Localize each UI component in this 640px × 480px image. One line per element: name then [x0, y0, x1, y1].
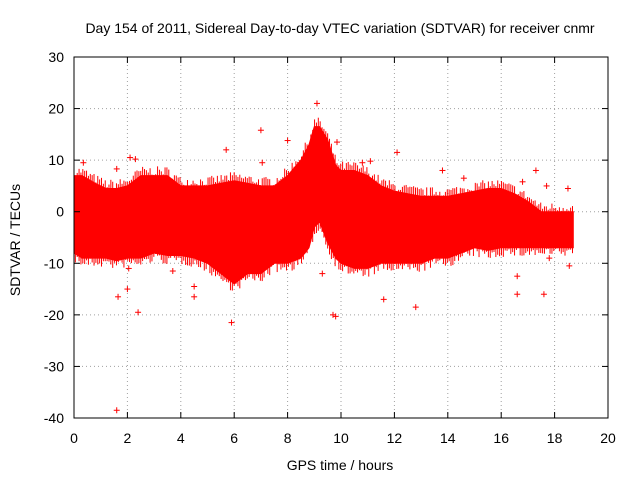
data-point — [257, 127, 264, 134]
x-tick-label: 12 — [387, 430, 403, 446]
y-axis-label: SDTVAR / TECUs — [7, 184, 23, 296]
data-point — [564, 185, 571, 192]
data-point — [332, 313, 339, 320]
data-point — [223, 146, 230, 153]
data-point — [394, 149, 401, 156]
data-point — [169, 268, 176, 275]
data-point — [380, 296, 387, 303]
data-point — [113, 165, 120, 172]
data-point — [460, 175, 467, 182]
data-point — [566, 262, 573, 269]
data-point — [532, 167, 539, 174]
y-tick-label: 30 — [48, 49, 64, 65]
data-point — [514, 291, 521, 298]
data-point — [124, 286, 131, 293]
x-tick-label: 20 — [600, 430, 616, 446]
data-point — [80, 159, 87, 166]
x-tick-label: 0 — [70, 430, 78, 446]
data-point — [113, 407, 120, 414]
x-tick-label: 18 — [547, 430, 563, 446]
data-point — [540, 291, 547, 298]
y-tick-label: -30 — [44, 358, 64, 374]
y-tick-labels: 30 20 10 0 -10 -20 -30 -40 — [44, 49, 64, 426]
y-tick-label: -40 — [44, 410, 64, 426]
data-point — [319, 270, 326, 277]
data-point — [313, 100, 320, 107]
data-point — [546, 255, 553, 262]
data-layer — [73, 100, 574, 414]
x-tick-label: 14 — [440, 430, 456, 446]
data-point — [284, 137, 291, 144]
y-tick-label: -20 — [44, 307, 64, 323]
x-tick-label: 8 — [284, 430, 292, 446]
data-point — [228, 319, 235, 326]
data-point — [514, 273, 521, 280]
data-point — [543, 182, 550, 189]
y-tick-label: 0 — [56, 204, 64, 220]
data-point — [367, 158, 374, 165]
x-axis-label: GPS time / hours — [287, 457, 394, 473]
data-point — [132, 156, 139, 163]
data-point — [191, 283, 198, 290]
x-tick-labels: 0 2 4 6 8 10 12 14 16 18 20 — [70, 430, 616, 446]
data-point — [259, 159, 266, 166]
y-tick-label: 20 — [48, 101, 64, 117]
data-point — [412, 304, 419, 311]
x-tick-label: 6 — [230, 430, 238, 446]
x-tick-label: 4 — [177, 430, 185, 446]
y-tick-label: -10 — [44, 255, 64, 271]
data-point — [519, 178, 526, 185]
data-point — [359, 159, 366, 166]
data-point — [135, 309, 142, 316]
data-point — [115, 293, 122, 300]
data-point — [191, 293, 198, 300]
data-point — [125, 265, 132, 272]
chart-title: Day 154 of 2011, Sidereal Day-to-day VTE… — [85, 20, 594, 36]
data-point — [333, 139, 340, 146]
data-point — [127, 154, 134, 161]
x-tick-label: 2 — [124, 430, 132, 446]
x-tick-label: 16 — [493, 430, 509, 446]
axis-ticks — [73, 56, 609, 419]
x-tick-label: 10 — [333, 430, 349, 446]
data-point — [439, 167, 446, 174]
y-tick-label: 10 — [48, 152, 64, 168]
